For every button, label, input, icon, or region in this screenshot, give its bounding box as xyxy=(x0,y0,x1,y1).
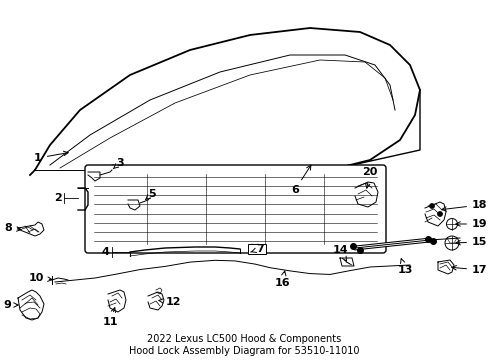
Text: 11: 11 xyxy=(102,308,118,327)
Text: 12: 12 xyxy=(159,297,181,307)
Text: 20: 20 xyxy=(362,167,377,188)
Text: 5: 5 xyxy=(145,189,156,200)
Circle shape xyxy=(367,192,372,197)
Bar xyxy=(247,244,265,254)
Text: 15: 15 xyxy=(455,237,487,247)
Text: 2022 Lexus LC500 Hood & Components
Hood Lock Assembly Diagram for 53510-11010: 2022 Lexus LC500 Hood & Components Hood … xyxy=(129,334,359,356)
Text: 9: 9 xyxy=(3,300,18,310)
Text: 19: 19 xyxy=(455,219,487,229)
Text: 1: 1 xyxy=(34,151,68,163)
Text: 10: 10 xyxy=(28,273,52,283)
Circle shape xyxy=(428,203,434,208)
Text: 3: 3 xyxy=(113,158,123,169)
Text: 8: 8 xyxy=(4,223,21,233)
Circle shape xyxy=(437,211,442,216)
Text: 13: 13 xyxy=(397,258,412,275)
Text: 4: 4 xyxy=(101,247,109,257)
Text: 7: 7 xyxy=(250,244,264,254)
Circle shape xyxy=(360,183,365,188)
Text: 2: 2 xyxy=(54,193,62,203)
Text: 17: 17 xyxy=(451,265,487,275)
Text: 18: 18 xyxy=(441,200,487,211)
Text: 16: 16 xyxy=(274,271,289,288)
FancyBboxPatch shape xyxy=(85,165,385,253)
Text: 14: 14 xyxy=(331,245,347,261)
Text: 6: 6 xyxy=(290,165,310,195)
